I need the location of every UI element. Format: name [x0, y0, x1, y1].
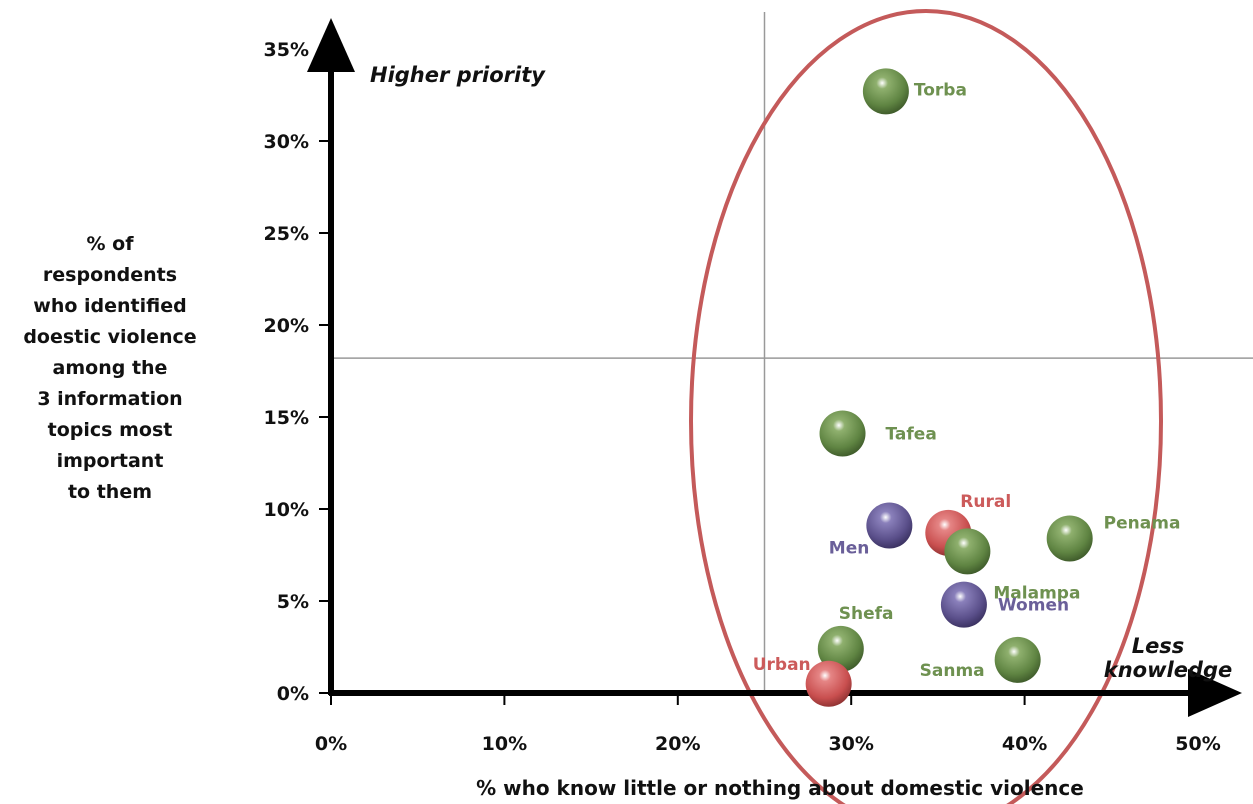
point-penama: [1047, 515, 1093, 561]
y-tick-label: 0%: [277, 683, 309, 705]
x-tick-label: 10%: [482, 733, 527, 755]
point-label-torba: Torba: [914, 80, 967, 100]
highlight-ellipse: [691, 11, 1161, 804]
x-axis-label: % who know little or nothing about domes…: [476, 776, 1084, 800]
point-label-men: Men: [829, 539, 870, 559]
point-label-women: Women: [998, 596, 1069, 616]
point-malampa: [944, 528, 990, 574]
x-tick-label: 50%: [1175, 733, 1220, 755]
x-tick-label: 40%: [1002, 733, 1047, 755]
x-tick-label: 20%: [655, 733, 700, 755]
point-tafea: [820, 411, 866, 457]
y-tick-label: 30%: [264, 131, 309, 153]
x-tick-label: 30%: [828, 733, 873, 755]
y-tick-label: 25%: [264, 223, 309, 245]
y-tick-label: 20%: [264, 315, 309, 337]
point-urban: [806, 661, 852, 707]
y-axis-label-line: among the: [53, 357, 168, 379]
y-axis-label-line: doestic violence: [23, 326, 196, 348]
annotation-less: Less: [1132, 634, 1185, 658]
point-torba: [863, 68, 909, 114]
y-axis-label-line: to them: [68, 481, 152, 503]
annotation-knowledge: knowledge: [1104, 658, 1233, 682]
point-sanma: [995, 637, 1041, 683]
y-tick-label: 10%: [264, 499, 309, 521]
y-tick-label: 15%: [264, 407, 309, 429]
point-men: [866, 503, 912, 549]
y-axis-label-line: % of: [87, 233, 135, 255]
y-axis-label-line: important: [57, 450, 164, 472]
y-axis-label: % of respondents who identified doestic vio…: [23, 233, 196, 503]
point-label-urban: Urban: [753, 655, 811, 675]
point-label-shefa: Shefa: [839, 604, 894, 624]
y-axis-label-line: who identified: [33, 295, 186, 317]
y-tick-label: 5%: [277, 591, 309, 613]
point-women: [941, 582, 987, 628]
y-axis-label-line: respondents: [43, 264, 177, 286]
y-tick-label: 35%: [264, 39, 309, 61]
annotation-higher-priority: Higher priority: [370, 63, 546, 87]
x-tick-label: 0%: [315, 733, 347, 755]
point-label-sanma: Sanma: [920, 661, 985, 681]
point-label-rural: Rural: [960, 492, 1011, 512]
point-label-penama: Penama: [1104, 513, 1181, 533]
y-axis-label-line: 3 information: [37, 388, 182, 410]
point-label-tafea: Tafea: [886, 425, 937, 445]
y-axis-label-line: topics most: [48, 419, 173, 441]
